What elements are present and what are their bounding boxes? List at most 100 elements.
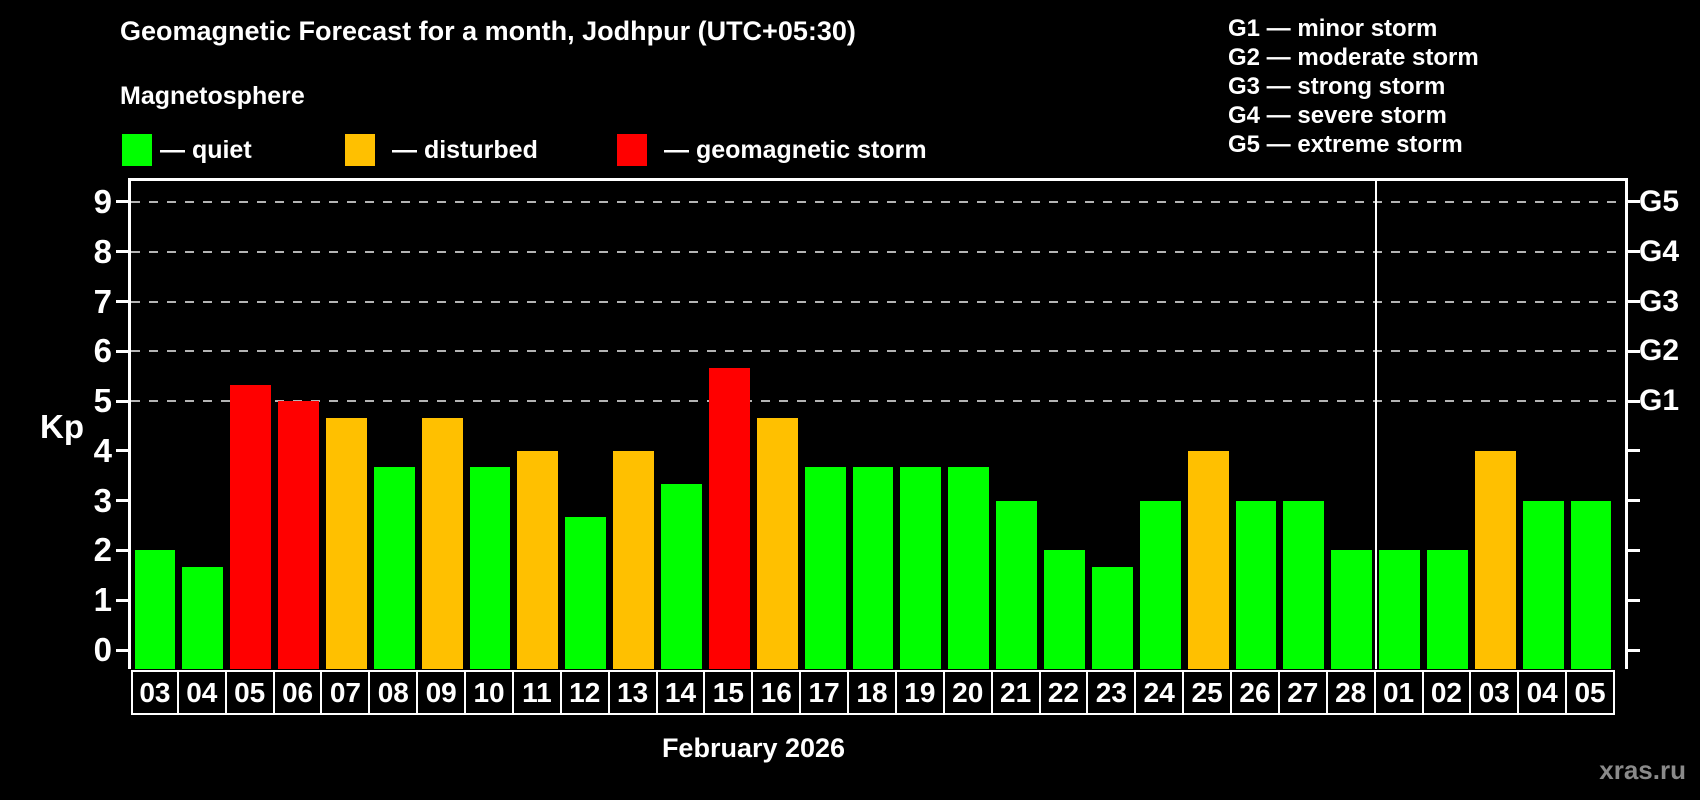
x-tick-label-21: 24	[1136, 670, 1185, 715]
x-tick-label-22: 25	[1184, 670, 1233, 715]
kp-bar-day-07	[325, 417, 367, 669]
kp-bar-day-23	[1091, 566, 1133, 669]
x-tick-label-24: 27	[1279, 670, 1328, 715]
x-tick-label-9: 12	[561, 670, 610, 715]
x-tick-label-1: 04	[178, 670, 227, 715]
y-tick-label-5: 5	[93, 382, 112, 420]
right-axis-label-g1: G1	[1639, 384, 1680, 418]
kp-bar-day-05	[230, 384, 272, 669]
g-legend-line-3: G3 — strong storm	[1228, 73, 1446, 100]
watermark: xras.ru	[1599, 755, 1686, 785]
gridline-kp5	[131, 400, 1625, 403]
x-tick-label-4: 07	[322, 670, 371, 715]
storm-legend-label: — geomagnetic storm	[664, 136, 927, 164]
x-tick-label-6: 09	[418, 670, 467, 715]
kp-bar-day-05	[1570, 500, 1612, 669]
right-axis-label-g5: G5	[1639, 184, 1680, 218]
y-tick-2	[116, 548, 128, 552]
x-tick-label-28: 03	[1471, 670, 1520, 715]
x-tick-label-2: 05	[226, 670, 275, 715]
disturbed-legend-label: — disturbed	[392, 136, 538, 164]
disturbed-swatch	[345, 134, 375, 166]
kp-bar-day-03	[1474, 450, 1516, 669]
y-tick-label-6: 6	[93, 332, 112, 370]
x-tick-label-23: 26	[1232, 670, 1280, 715]
right-tick-3	[1628, 499, 1640, 503]
magnetosphere-label: Magnetosphere	[120, 82, 305, 110]
x-tick-label-19: 22	[1040, 670, 1089, 715]
kp-bar-day-09	[421, 417, 463, 669]
x-tick-label-8: 11	[513, 670, 562, 715]
gridline-kp8	[131, 250, 1625, 253]
y-tick-7	[116, 300, 128, 304]
x-tick-label-16: 19	[896, 670, 945, 715]
gridline-kp7	[131, 300, 1625, 303]
y-tick-label-0: 0	[93, 631, 112, 668]
right-axis-label-g2: G2	[1639, 334, 1680, 368]
plot-top-border	[128, 178, 1628, 181]
kp-bar-day-04	[182, 566, 224, 669]
gridline-kp6	[131, 350, 1625, 353]
kp-bar-day-18	[852, 467, 894, 669]
kp-bar-day-10	[469, 467, 511, 669]
quiet-legend-label: — quiet	[160, 136, 252, 164]
x-tick-label-18: 21	[992, 670, 1041, 715]
kp-bar-day-25	[1187, 450, 1229, 669]
month-separator-line	[1374, 181, 1377, 669]
kp-bar-day-17	[804, 467, 846, 669]
kp-bar-day-11	[517, 450, 559, 669]
kp-bar-day-27	[1283, 500, 1325, 669]
right-tick-4	[1628, 449, 1640, 453]
kp-bar-day-04	[1522, 500, 1564, 669]
x-tick-label-15: 18	[849, 670, 897, 715]
y-tick-label-9: 9	[93, 182, 112, 220]
right-tick-2	[1628, 548, 1640, 552]
y-tick-0	[116, 648, 128, 652]
kp-bar-day-28	[1331, 550, 1373, 669]
g-legend-line-5: G5 — extreme storm	[1228, 131, 1463, 158]
y-tick-label-4: 4	[93, 431, 112, 469]
x-tick-label-29: 04	[1519, 670, 1568, 715]
right-tick-6	[1628, 349, 1640, 353]
y-axis-title: Kp	[40, 408, 84, 445]
x-tick-label-11: 14	[657, 670, 706, 715]
y-tick-3	[116, 499, 128, 503]
g-legend-line-1: G1 — minor storm	[1228, 15, 1438, 42]
kp-bar-day-21	[996, 500, 1038, 669]
x-tick-label-17: 20	[944, 670, 993, 715]
storm-swatch	[617, 134, 647, 166]
x-tick-label-13: 16	[753, 670, 802, 715]
y-tick-label-1: 1	[93, 581, 112, 619]
right-axis-label-g3: G3	[1639, 284, 1680, 318]
y-tick-label-3: 3	[93, 481, 112, 519]
y-tick-4	[116, 449, 128, 453]
right-tick-0	[1628, 648, 1640, 652]
chart-title: Geomagnetic Forecast for a month, Jodhpu…	[120, 16, 856, 46]
x-axis-title: February 2026	[661, 733, 846, 763]
y-tick-label-2: 2	[93, 531, 112, 569]
g-legend-line-4: G4 — severe storm	[1228, 102, 1447, 129]
right-tick-5	[1628, 399, 1640, 403]
y-tick-1	[116, 598, 128, 602]
kp-bar-day-24	[1139, 500, 1181, 669]
x-tick-label-10: 13	[609, 670, 658, 715]
x-tick-label-7: 10	[466, 670, 514, 715]
kp-bar-day-22	[1044, 550, 1085, 669]
right-axis-label-g4: G4	[1639, 234, 1680, 268]
y-tick-label-8: 8	[93, 232, 112, 270]
x-tick-label-12: 15	[705, 670, 754, 715]
y-axis-line	[128, 181, 131, 669]
kp-bar-day-06	[278, 401, 319, 669]
kp-bar-day-26	[1235, 500, 1277, 669]
kp-bar-day-19	[900, 467, 942, 669]
kp-bar-day-08	[373, 467, 415, 669]
right-tick-8	[1628, 250, 1640, 254]
x-tick-label-20: 23	[1088, 670, 1137, 715]
x-tick-label-14: 17	[801, 670, 850, 715]
right-tick-7	[1628, 300, 1640, 304]
kp-bar-day-14	[661, 484, 702, 669]
x-tick-label-3: 06	[274, 670, 323, 715]
kp-bar-day-12	[565, 517, 607, 669]
kp-bar-day-03	[134, 550, 176, 669]
g-scale-legend: G1 — minor storm G2 — moderate storm G3 — …	[1228, 14, 1479, 159]
